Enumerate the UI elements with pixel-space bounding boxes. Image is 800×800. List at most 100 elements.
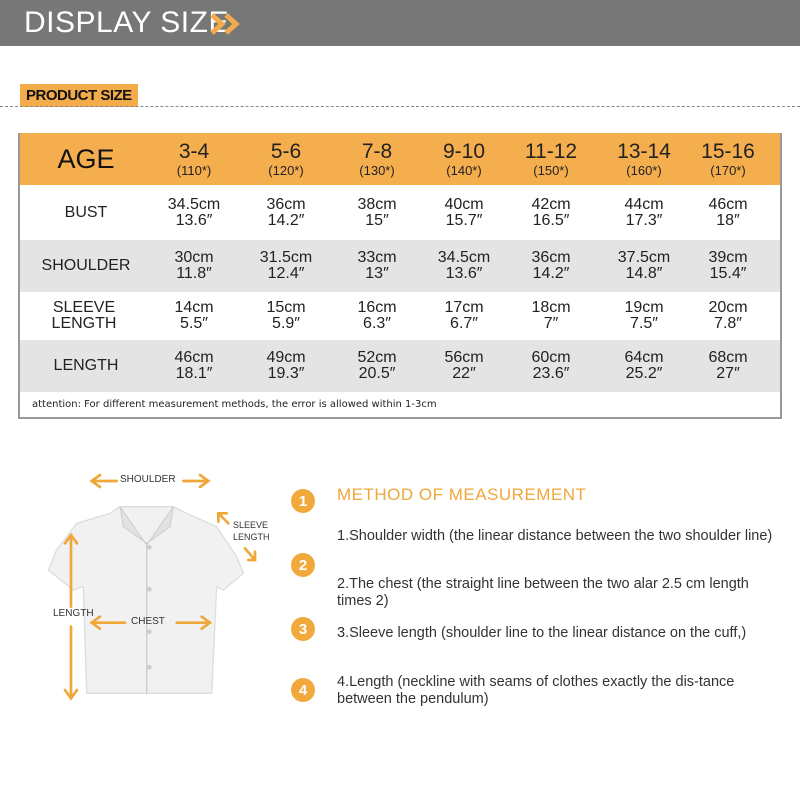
row-label: LENGTH xyxy=(53,357,119,374)
value-cm: 34.5cm xyxy=(437,249,491,266)
value-cm: 16cm xyxy=(357,299,397,316)
size-value-cell: 17cm 6.7″ xyxy=(419,292,509,340)
age-range: 15-16 xyxy=(701,140,755,163)
value-inch: 12.4″ xyxy=(267,265,305,282)
shirt-diagram xyxy=(47,473,257,701)
value-cm: 36cm xyxy=(531,249,571,266)
size-value-cell: 52cm 20.5″ xyxy=(332,340,422,392)
size-value-cell: 33cm 13″ xyxy=(332,240,422,292)
value-inch: 11.8″ xyxy=(176,265,212,282)
value-cm: 36cm xyxy=(266,195,306,213)
value-inch: 18″ xyxy=(716,211,740,229)
chest-label: CHEST xyxy=(131,616,165,627)
size-value-cell: 68cm 27″ xyxy=(683,340,773,392)
size-value-cell: 38cm 15″ xyxy=(332,185,422,240)
size-value-cell: 46cm 18″ xyxy=(683,185,773,240)
sleeve-label-1: SLEEVE xyxy=(233,520,269,530)
size-value-cell: 46cm 18.1″ xyxy=(149,340,239,392)
size-value-cell: 60cm 23.6″ xyxy=(506,340,596,392)
age-range: 7-8 xyxy=(361,140,393,163)
value-inch: 27″ xyxy=(716,365,740,382)
step-number-badge: 4 xyxy=(291,678,315,702)
table-row: LENGTH 46cm 18.1″ 49cm 19.3″ 52cm 20.5″ 56cm 22″… xyxy=(20,340,780,392)
size-value-cell: 39cm 15.4″ xyxy=(683,240,773,292)
value-cm: 37.5cm xyxy=(617,249,671,266)
step-text: 3.Sleeve length (shoulder line to the li… xyxy=(337,625,747,641)
size-value-cell: 34.5cm 13.6″ xyxy=(419,240,509,292)
value-cm: 56cm xyxy=(444,349,484,366)
size-column-header: 3-4 (110*) xyxy=(149,133,239,185)
value-cm: 60cm xyxy=(531,349,571,366)
value-cm: 42cm xyxy=(531,195,571,213)
size-value-cell: 31.5cm 12.4″ xyxy=(241,240,331,292)
height-cm: (140*) xyxy=(446,163,482,178)
value-inch: 15″ xyxy=(365,211,389,229)
table-row: SLEEVE LENGTH 14cm 5.5″ 15cm 5.9″ 16cm 6.3″ 17cm… xyxy=(20,292,780,340)
size-value-cell: 19cm 7.5″ xyxy=(599,292,689,340)
value-cm: 17cm xyxy=(444,299,484,316)
product-size-label: PRODUCT SIZE xyxy=(20,84,138,107)
height-cm: (110*) xyxy=(176,163,212,178)
divider xyxy=(0,106,800,107)
height-cm: (150*) xyxy=(533,163,569,178)
value-cm: 68cm xyxy=(708,349,748,366)
size-value-cell: 56cm 22″ xyxy=(419,340,509,392)
banner-title: DISPLAY SIZE xyxy=(24,6,229,39)
age-range: 13-14 xyxy=(617,140,671,163)
value-cm: 33cm xyxy=(357,249,397,266)
value-cm: 52cm xyxy=(357,349,397,366)
value-inch: 7.5″ xyxy=(630,315,658,332)
value-inch: 13.6″ xyxy=(445,265,483,282)
size-table: AGE 3-4 (110*) 5-6 (120*) 7-8 (130*) 9-10 (140*… xyxy=(18,133,782,419)
size-column-header: 7-8 (130*) xyxy=(332,133,422,185)
size-value-cell: 20cm 7.8″ xyxy=(683,292,773,340)
value-inch: 14.2″ xyxy=(532,265,570,282)
size-column-header: 5-6 (120*) xyxy=(241,133,331,185)
size-value-cell: 34.5cm 13.6″ xyxy=(149,185,239,240)
value-cm: 34.5cm xyxy=(167,195,221,213)
size-value-cell: 30cm 11.8″ xyxy=(149,240,239,292)
size-value-cell: 14cm 5.5″ xyxy=(149,292,239,340)
display-size-banner: DISPLAY SIZE xyxy=(0,0,800,46)
shoulder-label: SHOULDER xyxy=(120,474,176,485)
table-row: BUST 34.5cm 13.6″ 36cm 14.2″ 38cm 15″ 40cm 15.7″… xyxy=(20,185,780,240)
size-value-cell: 49cm 19.3″ xyxy=(241,340,331,392)
size-value-cell: 44cm 17.3″ xyxy=(599,185,689,240)
sleeve-label-2: LENGTH xyxy=(233,532,270,542)
size-value-cell: 18cm 7″ xyxy=(506,292,596,340)
value-cm: 30cm xyxy=(174,249,214,266)
table-header-row: AGE 3-4 (110*) 5-6 (120*) 7-8 (130*) 9-10 (140*… xyxy=(20,133,780,185)
value-inch: 25.2″ xyxy=(625,365,663,382)
method-title: METHOD OF MEASUREMENT xyxy=(337,485,587,504)
value-inch: 5.5″ xyxy=(180,315,208,332)
height-cm: (120*) xyxy=(268,163,304,178)
size-value-cell: 64cm 25.2″ xyxy=(599,340,689,392)
value-inch: 14.2″ xyxy=(267,211,305,229)
value-cm: 46cm xyxy=(174,349,214,366)
step-text: 4.Length (neckline with seams of clothes… xyxy=(337,674,735,708)
value-cm: 46cm xyxy=(708,195,748,213)
value-inch: 15.7″ xyxy=(445,211,483,229)
value-cm: 15cm xyxy=(266,299,306,316)
step-number-badge: 1 xyxy=(291,489,315,513)
size-value-cell: 15cm 5.9″ xyxy=(241,292,331,340)
value-inch: 15.4″ xyxy=(709,265,747,282)
age-range: 9-10 xyxy=(442,140,486,163)
value-inch: 20.5″ xyxy=(358,365,396,382)
size-value-cell: 36cm 14.2″ xyxy=(241,185,331,240)
value-inch: 17.3″ xyxy=(625,211,663,229)
step-text: 2.The chest (the straight line between t… xyxy=(337,576,749,610)
size-value-cell: 37.5cm 14.8″ xyxy=(599,240,689,292)
value-inch: 16.5″ xyxy=(532,211,570,229)
value-cm: 44cm xyxy=(624,195,664,213)
age-range: 11-12 xyxy=(524,140,578,163)
step-number-badge: 2 xyxy=(291,553,315,577)
value-cm: 49cm xyxy=(266,349,306,366)
length-label: LENGTH xyxy=(53,608,94,619)
size-value-cell: 42cm 16.5″ xyxy=(506,185,596,240)
value-cm: 31.5cm xyxy=(259,249,313,266)
value-inch: 22″ xyxy=(452,365,476,382)
row-label: BUST xyxy=(64,203,108,221)
size-column-header: 13-14 (160*) xyxy=(599,133,689,185)
age-range: 3-4 xyxy=(178,140,210,163)
